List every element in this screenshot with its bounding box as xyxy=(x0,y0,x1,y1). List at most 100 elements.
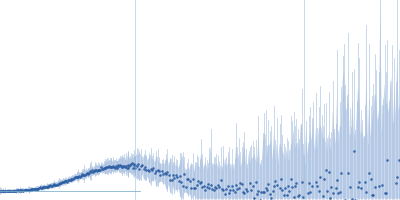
Point xyxy=(283,194,290,197)
Point xyxy=(194,183,200,187)
Point xyxy=(62,180,68,183)
Point xyxy=(37,186,43,189)
Point xyxy=(87,170,93,173)
Point xyxy=(60,180,67,184)
Point xyxy=(77,175,83,178)
Point xyxy=(36,187,42,190)
Point xyxy=(187,180,193,183)
Point xyxy=(135,162,141,165)
Point xyxy=(30,188,36,191)
Point xyxy=(0,189,6,192)
Point xyxy=(201,184,207,188)
Point xyxy=(70,177,76,180)
Point xyxy=(12,189,18,192)
Point xyxy=(123,164,129,167)
Point xyxy=(102,166,109,169)
Point xyxy=(78,174,84,177)
Point xyxy=(296,193,302,197)
Point xyxy=(128,163,134,166)
Point xyxy=(163,172,169,175)
Point xyxy=(350,150,357,153)
Point xyxy=(209,188,216,191)
Point xyxy=(164,170,171,173)
Point xyxy=(174,176,180,179)
Point xyxy=(153,170,160,173)
Point xyxy=(149,168,155,172)
Point xyxy=(130,163,137,166)
Point xyxy=(266,193,273,196)
Point xyxy=(338,172,344,175)
Point xyxy=(33,187,40,190)
Point xyxy=(241,192,248,195)
Point xyxy=(79,173,86,176)
Point xyxy=(307,190,314,194)
Point xyxy=(114,166,120,170)
Point xyxy=(327,197,333,200)
Point xyxy=(332,186,339,189)
Point xyxy=(66,178,72,181)
Point xyxy=(8,189,14,192)
Point xyxy=(212,186,218,189)
Point xyxy=(206,186,213,189)
Point xyxy=(356,180,362,183)
Point xyxy=(0,190,7,193)
Point xyxy=(274,183,280,186)
Point xyxy=(17,189,24,192)
Point xyxy=(278,178,284,181)
Point xyxy=(355,185,361,188)
Point xyxy=(285,184,291,187)
Point xyxy=(170,173,176,176)
Point xyxy=(88,170,94,174)
Point xyxy=(122,165,128,168)
Point xyxy=(140,167,147,171)
Point xyxy=(71,176,77,179)
Point xyxy=(286,190,292,193)
Point xyxy=(54,183,60,186)
Point xyxy=(292,184,298,187)
Point xyxy=(265,182,272,185)
Point xyxy=(230,189,236,192)
Point xyxy=(317,175,323,179)
Point xyxy=(330,192,336,195)
Point xyxy=(313,180,319,183)
Point xyxy=(67,178,74,182)
Point xyxy=(276,186,283,190)
Point xyxy=(4,189,11,192)
Point xyxy=(118,165,125,169)
Point xyxy=(93,168,99,171)
Point xyxy=(74,175,80,178)
Point xyxy=(316,190,322,193)
Point xyxy=(55,182,61,186)
Point xyxy=(34,187,41,191)
Point xyxy=(210,188,217,191)
Point xyxy=(85,171,92,174)
Point xyxy=(6,189,12,193)
Point xyxy=(104,165,110,168)
Point xyxy=(48,184,54,187)
Point xyxy=(60,180,66,183)
Point xyxy=(290,196,297,199)
Point xyxy=(43,185,49,189)
Point xyxy=(0,189,5,193)
Point xyxy=(288,177,294,181)
Point xyxy=(191,186,197,190)
Point xyxy=(383,192,389,195)
Point xyxy=(219,188,225,191)
Point xyxy=(229,184,235,187)
Point xyxy=(282,187,288,190)
Point xyxy=(372,186,378,189)
Point xyxy=(258,190,264,193)
Point xyxy=(82,173,88,176)
Point xyxy=(63,180,70,183)
Point xyxy=(116,165,122,168)
Point xyxy=(238,182,245,185)
Point xyxy=(42,185,48,189)
Point xyxy=(52,183,58,187)
Point xyxy=(299,181,305,184)
Point xyxy=(367,177,374,181)
Point xyxy=(366,171,372,175)
Point xyxy=(1,189,8,193)
Point xyxy=(72,176,78,179)
Point xyxy=(132,163,138,166)
Point xyxy=(98,166,104,169)
